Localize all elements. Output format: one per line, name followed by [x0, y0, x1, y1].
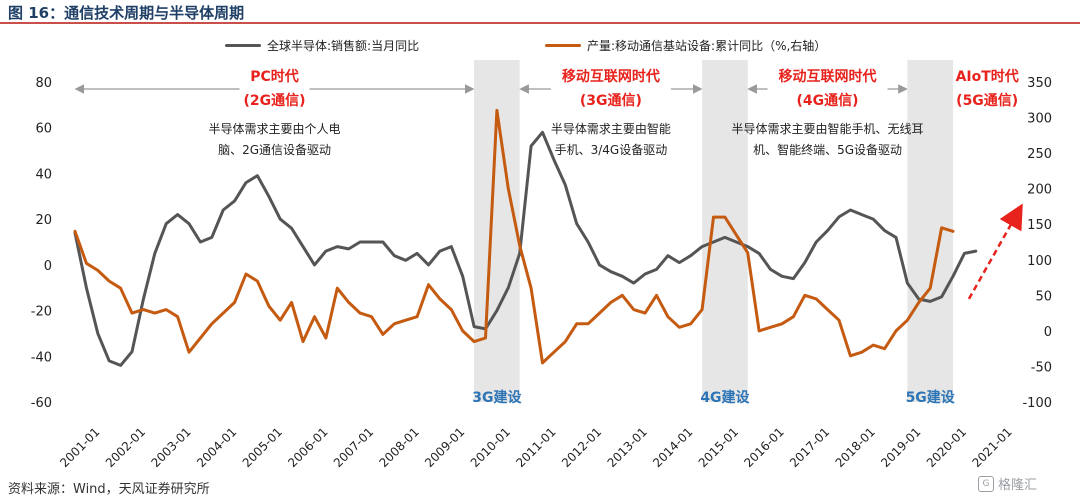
- era-desc2-1: 手机、3/4G设备驱动: [555, 143, 668, 157]
- title-rule: [0, 22, 1080, 24]
- y-left-tick-0: 80: [35, 76, 52, 91]
- y-right-tick-9: -100: [1022, 396, 1052, 411]
- x-tick-17: 2018-01: [833, 425, 878, 470]
- x-tick-11: 2012-01: [559, 425, 604, 470]
- era-desc2-2: 机、智能终端、5G设备驱动: [753, 142, 902, 157]
- shaded-period-1: [702, 60, 748, 402]
- era-subtitle-1: (3G通信): [580, 92, 642, 109]
- legend-item-semiconductor: 全球半导体:销售额:当月同比: [225, 36, 419, 54]
- build-label-0: 3G建设: [472, 389, 522, 406]
- era-title-0: PC时代: [250, 68, 299, 85]
- x-tick-13: 2014-01: [650, 425, 695, 470]
- y-right-tick-3: 200: [1027, 183, 1052, 198]
- shaded-period-2: [907, 60, 953, 402]
- x-tick-14: 2015-01: [696, 425, 741, 470]
- series-line-0: [73, 130, 978, 367]
- era-desc2-0: 脑、2G通信设备驱动: [218, 143, 331, 157]
- trend-arrow: [967, 203, 1023, 300]
- x-tick-9: 2010-01: [468, 425, 513, 470]
- y-right-tick-1: 300: [1027, 112, 1052, 127]
- y-right-tick-0: 350: [1027, 76, 1052, 91]
- era-title-2: 移动互联网时代: [779, 68, 877, 85]
- y-left-tick-4: 0: [44, 259, 52, 274]
- build-label-1: 4G建设: [700, 389, 750, 406]
- x-tick-2: 2003-01: [148, 425, 193, 470]
- watermark-text: 格隆汇: [998, 478, 1038, 493]
- x-tick-15: 2016-01: [741, 425, 786, 470]
- era-desc1-2: 半导体需求主要由智能手机、无线耳: [732, 121, 924, 136]
- watermark: G 格隆汇: [978, 474, 1037, 493]
- x-tick-18: 2019-01: [878, 425, 923, 470]
- y-right-tick-5: 100: [1027, 254, 1052, 269]
- legend-swatch-orange: [545, 43, 581, 47]
- x-tick-6: 2007-01: [331, 425, 376, 470]
- y-right-tick-2: 250: [1027, 147, 1052, 162]
- y-left-tick-1: 60: [35, 122, 52, 137]
- watermark-logo-icon: G: [978, 475, 994, 492]
- x-tick-5: 2006-01: [285, 425, 330, 470]
- era-title-1: 移动互联网时代: [562, 68, 660, 85]
- era-desc1-1: 半导体需求主要由智能: [551, 121, 671, 136]
- x-tick-10: 2011-01: [513, 425, 558, 470]
- x-tick-7: 2008-01: [376, 425, 421, 470]
- y-right-tick-6: 50: [1035, 289, 1052, 304]
- y-right-tick-4: 150: [1027, 218, 1052, 233]
- era-desc1-0: 半导体需求主要由个人电: [209, 122, 341, 136]
- y-left-tick-7: -60: [31, 396, 52, 411]
- legend-item-basestation: 产量:移动通信基站设备:累计同比（%,右轴）: [545, 36, 826, 54]
- x-tick-0: 2001-01: [57, 425, 102, 470]
- era-title-3: AIoT时代: [956, 68, 1019, 85]
- era-subtitle-0: (2G通信): [244, 92, 306, 109]
- x-tick-8: 2009-01: [422, 425, 467, 470]
- era-subtitle-2: (4G通信): [797, 92, 859, 109]
- y-right-tick-7: 0: [1044, 325, 1052, 340]
- x-tick-12: 2013-01: [605, 425, 650, 470]
- x-tick-1: 2002-01: [103, 425, 148, 470]
- figure-title: 图 16：通信技术周期与半导体周期: [8, 4, 245, 22]
- source-note: 资料来源：Wind，天风证券研究所: [8, 482, 210, 497]
- x-tick-3: 2004-01: [194, 425, 239, 470]
- y-left-tick-2: 40: [35, 167, 52, 182]
- y-left-tick-3: 20: [35, 213, 52, 228]
- era-subtitle-3: (5G通信): [956, 92, 1018, 109]
- figure-title-bar: 图 16：通信技术周期与半导体周期: [0, 0, 1080, 24]
- x-tick-16: 2017-01: [787, 425, 832, 470]
- build-label-2: 5G建设: [906, 389, 956, 406]
- legend-swatch-gray: [225, 43, 261, 47]
- y-right-tick-8: -50: [1031, 360, 1052, 375]
- x-tick-4: 2005-01: [240, 425, 285, 470]
- x-tick-19: 2020-01: [924, 425, 969, 470]
- legend-label-semiconductor: 全球半导体:销售额:当月同比: [267, 38, 420, 53]
- y-left-tick-6: -40: [31, 350, 52, 365]
- x-tick-20: 2021-01: [969, 425, 1014, 470]
- legend-label-basestation: 产量:移动通信基站设备:累计同比（%,右轴）: [587, 38, 827, 53]
- series-line-1: [73, 108, 955, 365]
- y-left-tick-5: -20: [31, 305, 52, 320]
